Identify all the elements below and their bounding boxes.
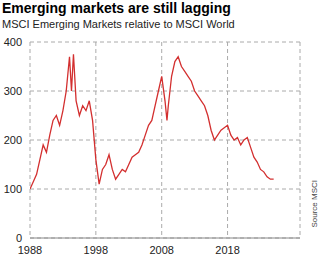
svg-text:2018: 2018 bbox=[215, 244, 239, 256]
svg-text:300: 300 bbox=[8, 85, 22, 97]
html-text:Source MSCI: Source MSCI bbox=[310, 180, 319, 228]
svg-text:200: 200 bbox=[8, 134, 22, 146]
svg-text:1988: 1988 bbox=[18, 244, 42, 256]
html-text:MSCI Emerging Markets relative: MSCI Emerging Markets relative to MSCI W… bbox=[2, 18, 235, 30]
svg-text:400: 400 bbox=[8, 36, 22, 48]
svg-text:2008: 2008 bbox=[149, 244, 173, 256]
html-text:Emerging markets are still lag: Emerging markets are still lagging bbox=[2, 0, 231, 16]
svg-text:0: 0 bbox=[16, 232, 22, 244]
svg-text:1998: 1998 bbox=[84, 244, 108, 256]
svg-text:100: 100 bbox=[8, 183, 22, 195]
